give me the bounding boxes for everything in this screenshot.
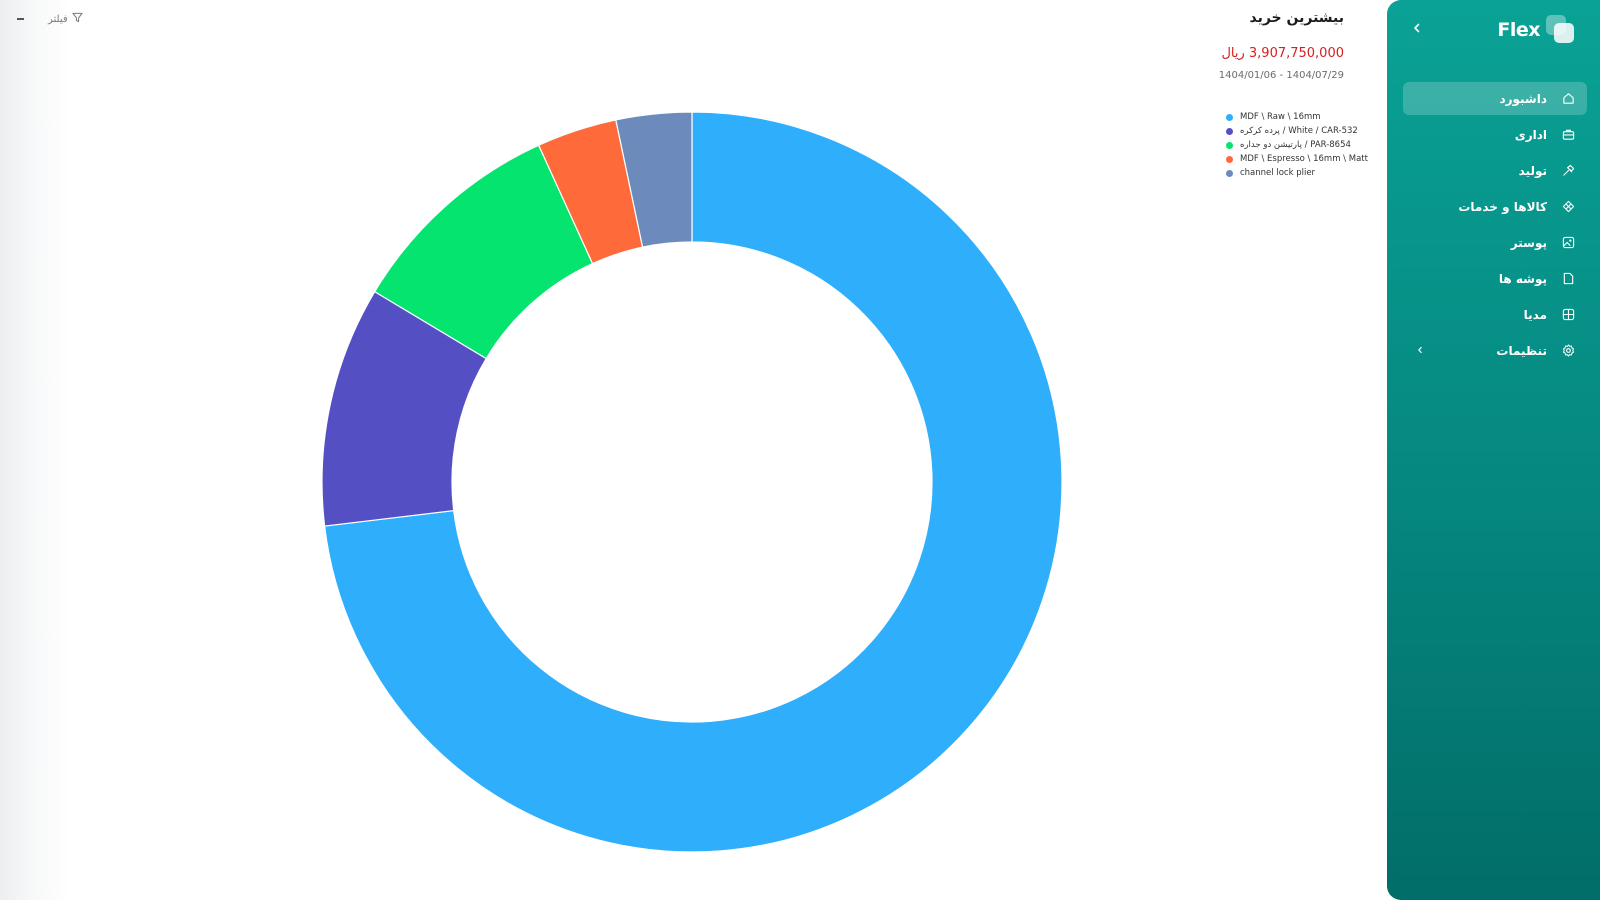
image-icon: [1561, 236, 1575, 250]
donut-chart: [321, 111, 1063, 853]
legend-color-dot: [1226, 127, 1233, 135]
chevron-left-icon: [1418, 346, 1422, 354]
legend-item[interactable]: MDF \ Raw \ 16mm: [1226, 110, 1386, 124]
sidebar-item-label: مدیا: [1523, 307, 1547, 322]
sidebar-item-label: تنظیمات: [1496, 343, 1547, 358]
legend-color-dot: [1226, 113, 1233, 121]
legend-item[interactable]: پارتیشن دو جداره / PAR-8654: [1226, 138, 1386, 152]
donut-slice-5[interactable]: [615, 111, 693, 248]
sidebar-item-label: کالاها و خدمات: [1458, 199, 1547, 214]
media-grid-icon: [1561, 308, 1575, 322]
sidebar-item-office[interactable]: اداری: [1403, 118, 1587, 151]
sidebar-item-label: پوشه ها: [1498, 271, 1547, 286]
left-shadow: [0, 0, 70, 900]
legend-label: پرده کرکره / White / CAR-532: [1240, 126, 1358, 136]
sidebar-item-label: تولید: [1518, 163, 1547, 178]
legend-item[interactable]: channel lock plier: [1226, 166, 1386, 180]
legend-color-dot: [1226, 155, 1233, 163]
sidebar-item-label: اداری: [1514, 127, 1547, 142]
legend-label: channel lock plier: [1240, 168, 1316, 178]
legend-item[interactable]: پرده کرکره / White / CAR-532: [1226, 124, 1386, 138]
chevron-left-icon: [1414, 23, 1420, 33]
sidebar-item-poster[interactable]: پوستر: [1403, 226, 1587, 259]
sidebar-item-goods-services[interactable]: کالاها و خدمات: [1403, 190, 1587, 223]
brand-logo-icon: [1546, 15, 1576, 45]
donut-slice-1[interactable]: [323, 111, 1063, 853]
legend-label: MDF \ Raw \ 16mm: [1240, 112, 1321, 122]
filter-button[interactable]: فیلتر: [48, 12, 83, 26]
sidebar-item-settings[interactable]: تنظیمات: [1403, 334, 1587, 367]
card-title: بیشترین خرید: [1249, 10, 1344, 26]
brand: Flex: [1497, 14, 1576, 46]
chart-legend: MDF \ Raw \ 16mm پرده کرکره / White / CAR…: [1226, 110, 1386, 180]
sidebar-item-folders[interactable]: پوشه ها: [1403, 262, 1587, 295]
legend-color-dot: [1226, 141, 1233, 149]
minimize-button[interactable]: [16, 13, 26, 23]
folder-icon: [1561, 272, 1575, 286]
sidebar-collapse-button[interactable]: [1407, 18, 1427, 38]
total-amount: 3,907,750,000 ریال: [1221, 46, 1344, 61]
hammer-icon: [1561, 164, 1575, 178]
filter-icon: [72, 12, 83, 26]
sidebar-item-production[interactable]: تولید: [1403, 154, 1587, 187]
legend-color-dot: [1226, 169, 1233, 177]
sidebar-item-dashboard[interactable]: داشبورد: [1403, 82, 1587, 115]
sidebar: Flex داشبورد اداری تولید کالاها و خدم: [1387, 0, 1600, 900]
legend-label: MDF \ Espresso \ 16mm \ Matt: [1240, 154, 1368, 164]
brand-name: Flex: [1497, 19, 1540, 41]
home-icon: [1561, 92, 1575, 106]
date-range: 1404/01/06 - 1404/07/29: [1218, 70, 1344, 81]
legend-item[interactable]: MDF \ Espresso \ 16mm \ Matt: [1226, 152, 1386, 166]
filter-label: فیلتر: [48, 13, 68, 25]
legend-label: پارتیشن دو جداره / PAR-8654: [1240, 140, 1351, 150]
sidebar-item-label: پوستر: [1510, 235, 1547, 250]
gear-icon: [1561, 344, 1575, 358]
sidebar-item-label: داشبورد: [1499, 91, 1547, 106]
briefcase-icon: [1561, 128, 1575, 142]
diamond-grid-icon: [1561, 200, 1575, 214]
sidebar-menu: داشبورد اداری تولید کالاها و خدمات پوستر: [1403, 82, 1587, 370]
sidebar-item-media[interactable]: مدیا: [1403, 298, 1587, 331]
